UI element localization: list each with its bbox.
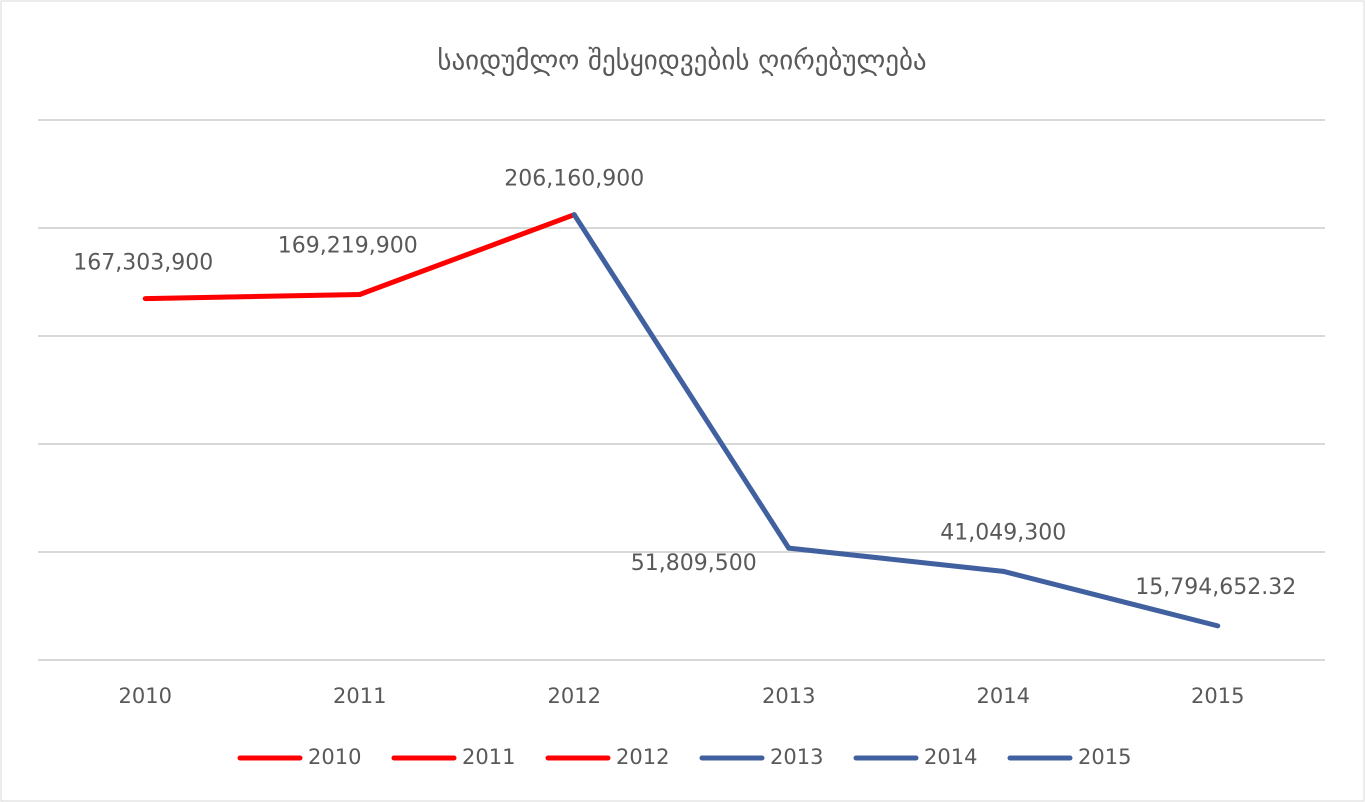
x-tick-label: 2014 bbox=[977, 684, 1030, 708]
x-tick-label: 2013 bbox=[762, 684, 815, 708]
legend-label: 2010 bbox=[308, 745, 361, 769]
line-segment bbox=[142, 291, 363, 302]
line-segment bbox=[357, 212, 577, 297]
x-tick-label: 2010 bbox=[119, 684, 172, 708]
legend-label: 2013 bbox=[770, 745, 823, 769]
x-tick-label: 2011 bbox=[333, 684, 386, 708]
data-label: 167,303,900 bbox=[73, 251, 213, 276]
x-tick-label: 2012 bbox=[548, 684, 601, 708]
line-segment bbox=[1000, 568, 1221, 629]
legend-label: 2015 bbox=[1078, 745, 1131, 769]
chart-title: საიდუმლო შესყიდვების ღირებულება bbox=[437, 46, 926, 77]
x-tick-label: 2015 bbox=[1191, 684, 1244, 708]
data-label: 51,809,500 bbox=[631, 551, 757, 576]
data-label: 206,160,900 bbox=[504, 167, 644, 192]
data-label: 169,219,900 bbox=[278, 233, 418, 258]
legend-label: 2011 bbox=[462, 745, 515, 769]
data-label: 41,049,300 bbox=[940, 520, 1066, 545]
legend-label: 2012 bbox=[616, 745, 669, 769]
data-label: 15,794,652.32 bbox=[1135, 575, 1296, 600]
legend-label: 2014 bbox=[924, 745, 977, 769]
line-segment bbox=[786, 545, 1006, 574]
line-segment bbox=[571, 212, 792, 551]
